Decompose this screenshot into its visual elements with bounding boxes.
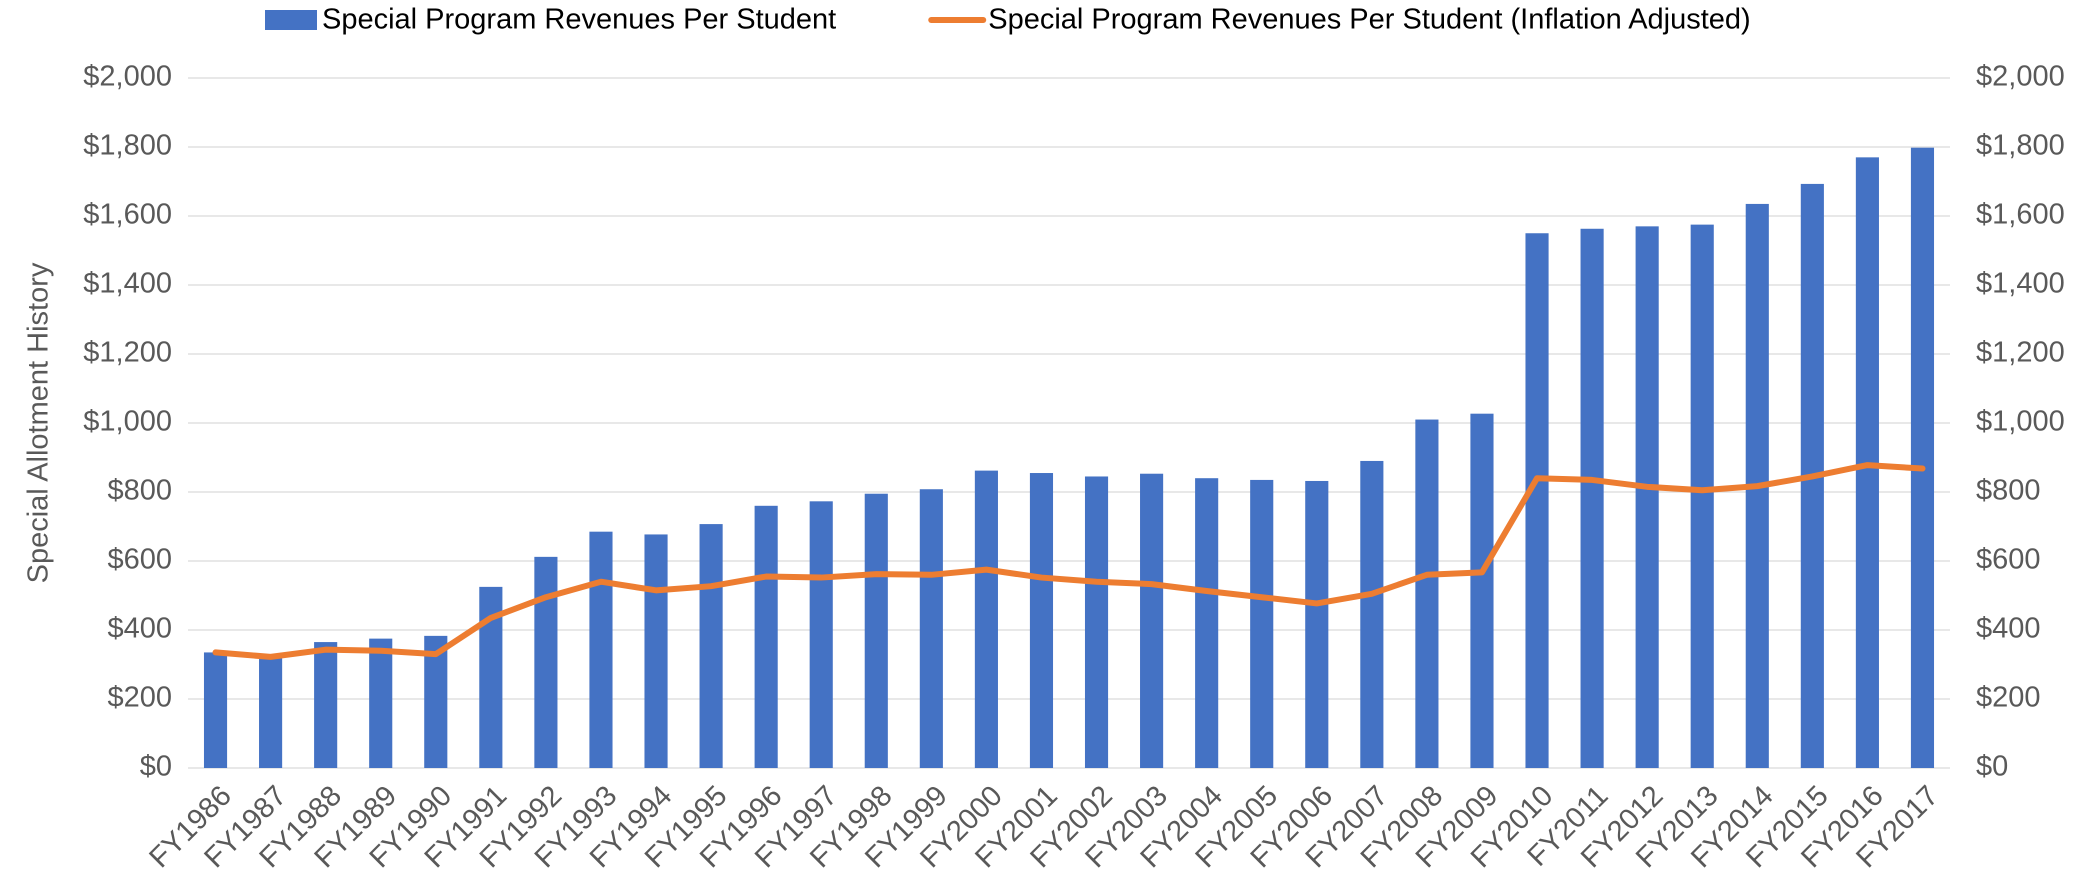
bar <box>809 501 833 768</box>
bar <box>534 556 558 768</box>
y-axis-label: Special Allotment History <box>23 262 55 583</box>
bar <box>1084 476 1109 768</box>
bar <box>1910 147 1935 768</box>
y-tick-label: $1,000 <box>83 406 172 438</box>
y2-tick-label: $1,000 <box>1976 406 2065 438</box>
bar <box>919 489 943 768</box>
bar <box>424 635 448 768</box>
bar <box>203 652 228 768</box>
y2-tick-label: $2,000 <box>1976 61 2065 93</box>
bar <box>259 655 283 768</box>
bar <box>1140 473 1164 768</box>
bar <box>1250 479 1274 768</box>
bar <box>1195 478 1219 768</box>
y2-tick-label: $0 <box>1976 751 2008 783</box>
y2-tick-label: $200 <box>1976 682 2041 714</box>
y-tick-label: $200 <box>107 682 172 714</box>
bar <box>1580 228 1604 768</box>
bar <box>589 531 613 768</box>
bar <box>1470 413 1494 768</box>
y-tick-label: $400 <box>107 613 172 645</box>
legend-label: Special Program Revenues Per Student (In… <box>988 4 1750 36</box>
y2-tick-label: $1,800 <box>1976 130 2065 162</box>
legend-label: Special Program Revenues Per Student <box>322 4 836 36</box>
bar <box>1305 480 1329 768</box>
y-tick-label: $0 <box>140 751 172 783</box>
y-tick-label: $1,400 <box>83 268 172 300</box>
line <box>212 462 1926 660</box>
bar <box>1635 226 1659 769</box>
y-tick-label: $1,800 <box>83 130 172 162</box>
bar <box>754 505 778 768</box>
bar <box>1690 224 1714 768</box>
bar <box>864 493 888 768</box>
bar <box>1525 233 1549 768</box>
y2-tick-label: $1,200 <box>1976 337 2065 369</box>
y-tick-label: $2,000 <box>83 61 172 93</box>
bar <box>479 586 503 768</box>
y2-tick-label: $800 <box>1976 475 2041 507</box>
bar <box>369 638 393 768</box>
bar <box>1029 473 1054 768</box>
bar <box>1415 419 1439 768</box>
y2-tick-label: $600 <box>1976 544 2041 576</box>
y-tick-label: $1,600 <box>83 199 172 231</box>
bar <box>699 524 723 768</box>
bar <box>644 534 668 768</box>
y2-tick-label: $400 <box>1976 613 2041 645</box>
y-tick-label: $1,200 <box>83 337 172 369</box>
y2-tick-label: $1,400 <box>1976 268 2065 300</box>
y2-tick-label: $1,600 <box>1976 199 2065 231</box>
y-tick-label: $600 <box>107 544 172 576</box>
y-tick-label: $800 <box>107 475 172 507</box>
legend-swatch <box>265 10 317 30</box>
bar <box>974 470 998 768</box>
bar <box>1360 460 1384 768</box>
bar <box>314 642 338 768</box>
